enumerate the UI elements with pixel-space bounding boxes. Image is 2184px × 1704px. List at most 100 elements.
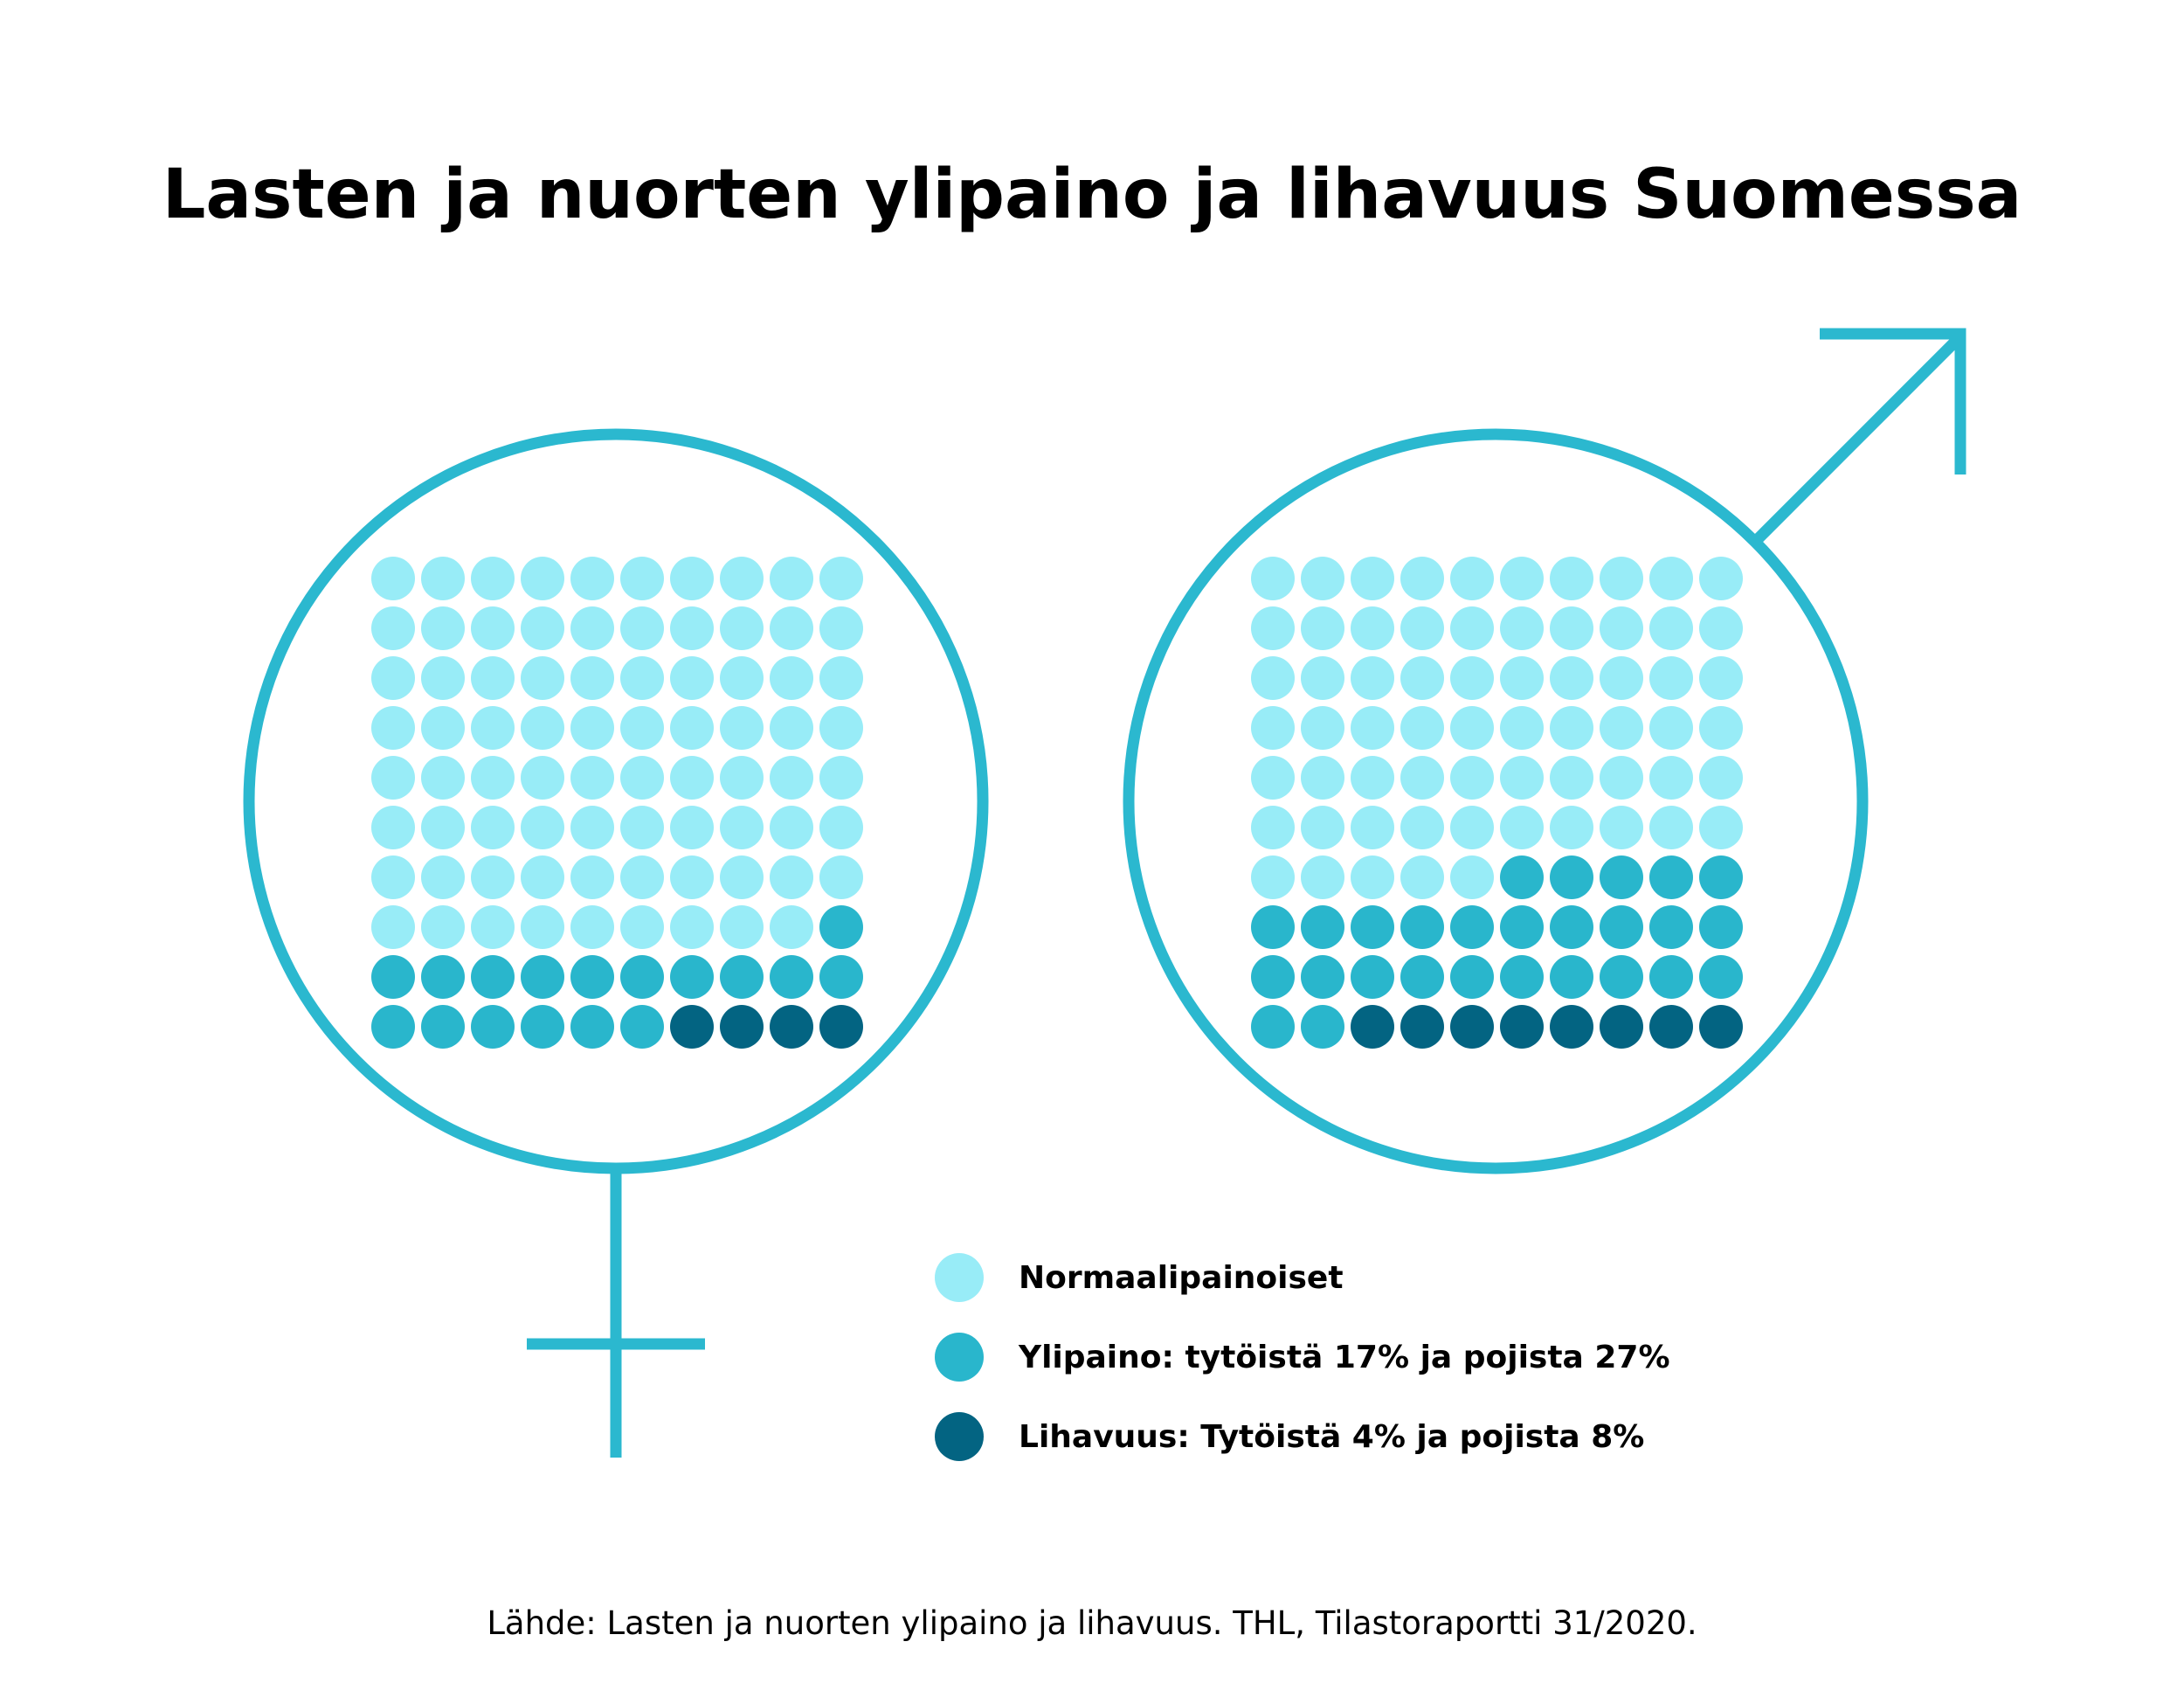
- male-dot-obese: [1550, 1005, 1593, 1049]
- female-dot-normal: [570, 706, 614, 750]
- male-dot-normal: [1550, 756, 1593, 800]
- male-dot-normal: [1351, 806, 1394, 849]
- male-dot-normal: [1301, 557, 1344, 600]
- female-dot-normal: [421, 756, 465, 800]
- female-dot-normal: [371, 806, 415, 849]
- female-dot-normal: [620, 706, 664, 750]
- female-dot-normal: [570, 855, 614, 899]
- male-dot-normal: [1251, 656, 1295, 700]
- female-dot-normal: [770, 806, 813, 849]
- male-dot-normal: [1699, 606, 1743, 650]
- female-dot-normal: [570, 756, 614, 800]
- female-dot-normal: [819, 756, 863, 800]
- legend-swatch-normal: [935, 1253, 984, 1302]
- male-dot-obese: [1500, 1005, 1544, 1049]
- male-dot-overweight: [1400, 955, 1444, 999]
- male-dot-obese: [1351, 1005, 1394, 1049]
- male-dot-overweight: [1301, 955, 1344, 999]
- female-dot-normal: [421, 855, 465, 899]
- male-dot-overweight: [1500, 855, 1544, 899]
- female-dot-obese: [770, 1005, 813, 1049]
- male-dot-normal: [1301, 855, 1344, 899]
- male-dot-normal: [1649, 606, 1693, 650]
- male-dot-overweight: [1301, 1005, 1344, 1049]
- male-dot-normal: [1500, 557, 1544, 600]
- female-waffle-grid: [371, 557, 863, 1049]
- male-dot-normal: [1500, 606, 1544, 650]
- female-dot-overweight: [371, 955, 415, 999]
- female-dot-obese: [819, 1005, 863, 1049]
- male-dot-normal: [1699, 706, 1743, 750]
- female-dot-normal: [471, 855, 515, 899]
- female-dot-normal: [770, 855, 813, 899]
- male-dot-normal: [1450, 606, 1494, 650]
- male-dot-normal: [1600, 557, 1643, 600]
- female-dot-normal: [421, 706, 465, 750]
- female-dot-normal: [371, 756, 415, 800]
- male-dot-normal: [1500, 706, 1544, 750]
- male-dot-normal: [1251, 806, 1295, 849]
- female-dot-normal: [471, 905, 515, 949]
- female-dot-normal: [620, 557, 664, 600]
- male-dot-normal: [1301, 606, 1344, 650]
- male-dot-normal: [1251, 557, 1295, 600]
- male-dot-normal: [1500, 756, 1544, 800]
- male-dot-normal: [1699, 557, 1743, 600]
- male-dot-normal: [1400, 706, 1444, 750]
- female-dot-normal: [720, 756, 764, 800]
- female-dot-normal: [720, 606, 764, 650]
- female-dot-normal: [521, 905, 564, 949]
- male-dot-normal: [1400, 557, 1444, 600]
- female-dot-overweight: [421, 955, 465, 999]
- female-dot-overweight: [819, 955, 863, 999]
- male-dot-obese: [1649, 1005, 1693, 1049]
- female-dot-normal: [521, 806, 564, 849]
- female-dot-normal: [770, 557, 813, 600]
- male-dot-normal: [1500, 656, 1544, 700]
- male-dot-normal: [1450, 557, 1494, 600]
- female-symbol: [243, 428, 989, 1458]
- male-dot-normal: [1649, 756, 1693, 800]
- female-dot-normal: [521, 557, 564, 600]
- female-dot-obese: [670, 1005, 714, 1049]
- female-dot-normal: [819, 656, 863, 700]
- female-dot-normal: [521, 756, 564, 800]
- male-dot-normal: [1400, 606, 1444, 650]
- female-dot-normal: [471, 706, 515, 750]
- male-dot-overweight: [1699, 955, 1743, 999]
- male-dot-overweight: [1500, 905, 1544, 949]
- male-dot-overweight: [1600, 905, 1643, 949]
- female-dot-normal: [670, 855, 714, 899]
- male-dot-overweight: [1649, 955, 1693, 999]
- female-dot-normal: [620, 905, 664, 949]
- male-dot-normal: [1450, 806, 1494, 849]
- female-dot-overweight: [620, 1005, 664, 1049]
- legend-label-normal: Normaalipainoiset: [1019, 1259, 1344, 1296]
- female-dot-normal: [371, 656, 415, 700]
- male-dot-normal: [1450, 756, 1494, 800]
- female-dot-normal: [720, 855, 764, 899]
- female-dot-normal: [819, 706, 863, 750]
- female-dot-normal: [570, 606, 614, 650]
- male-dot-normal: [1550, 557, 1593, 600]
- male-dot-normal: [1600, 806, 1643, 849]
- female-dot-overweight: [521, 1005, 564, 1049]
- female-dot-normal: [620, 855, 664, 899]
- male-dot-normal: [1351, 756, 1394, 800]
- female-dot-normal: [371, 706, 415, 750]
- male-dot-overweight: [1251, 905, 1295, 949]
- female-dot-normal: [521, 706, 564, 750]
- male-dot-normal: [1600, 706, 1643, 750]
- male-dot-normal: [1351, 706, 1394, 750]
- male-dot-normal: [1450, 706, 1494, 750]
- male-dot-normal: [1600, 756, 1643, 800]
- female-dot-normal: [720, 905, 764, 949]
- male-dot-normal: [1550, 706, 1593, 750]
- source-note: Lähde: Lasten ja nuorten ylipaino ja lih…: [487, 1604, 1697, 1642]
- male-symbol-arrow-shaft: [1751, 336, 1961, 546]
- male-dot-obese: [1450, 1005, 1494, 1049]
- female-dot-normal: [521, 656, 564, 700]
- female-dot-overweight: [521, 955, 564, 999]
- female-dot-overweight: [371, 1005, 415, 1049]
- female-dot-normal: [670, 806, 714, 849]
